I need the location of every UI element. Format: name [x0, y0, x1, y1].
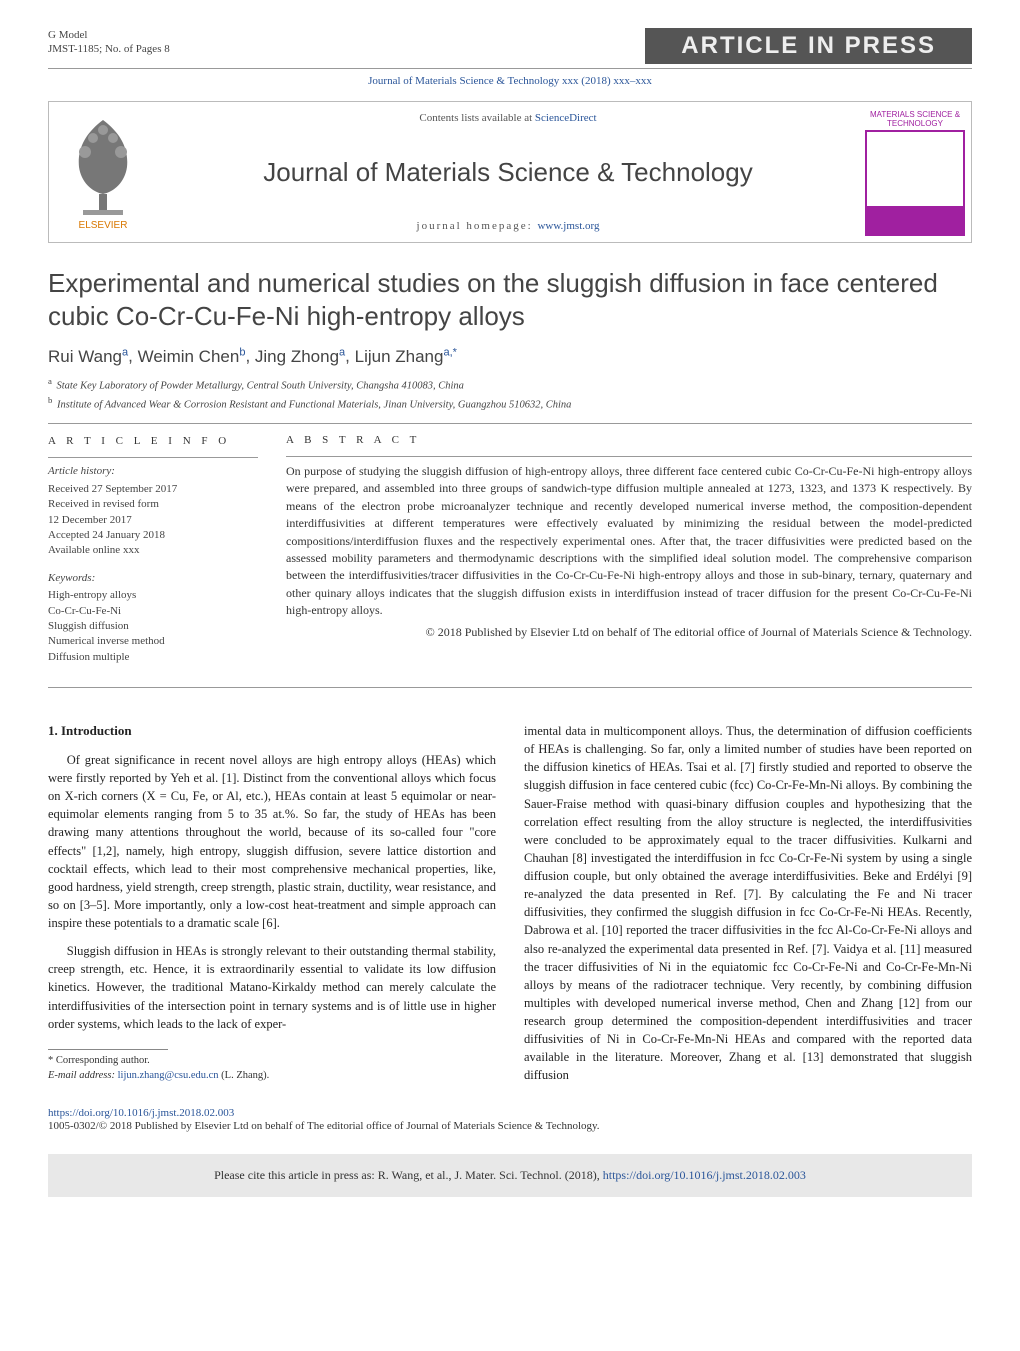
publisher-logo: ELSEVIER [49, 102, 157, 242]
abstract-text: On purpose of studying the sluggish diff… [286, 463, 972, 620]
divider [48, 687, 972, 688]
email-suffix: (L. Zhang). [219, 1070, 270, 1081]
email-link[interactable]: lijun.zhang@csu.edu.cn [118, 1070, 219, 1081]
authors: Rui Wanga, Weimin Chenb, Jing Zhonga, Li… [48, 346, 972, 367]
elsevier-tree-icon: ELSEVIER [57, 112, 149, 232]
jmst-id: JMST-1185; No. of Pages 8 [48, 42, 170, 56]
masthead: ELSEVIER Contents lists available at Sci… [48, 101, 972, 243]
author-3: Jing Zhonga [255, 347, 345, 366]
g-model-label: G Model [48, 28, 170, 42]
email-line: E-mail address: lijun.zhang@csu.edu.cn (… [48, 1069, 496, 1084]
email-label: E-mail address: [48, 1070, 118, 1081]
page-header: G Model JMST-1185; No. of Pages 8 ARTICL… [48, 28, 972, 69]
keyword: High-entropy alloys [48, 588, 258, 603]
keywords-label: Keywords: [48, 571, 258, 586]
keywords-block: Keywords: High-entropy alloys Co-Cr-Cu-F… [48, 571, 258, 665]
abstract: A B S T R A C T On purpose of studying t… [286, 434, 972, 677]
footer-copyright: 1005-0302/© 2018 Published by Elsevier L… [48, 1120, 972, 1132]
article-title: Experimental and numerical studies on th… [48, 267, 972, 332]
keyword: Numerical inverse method [48, 634, 258, 649]
keyword: Sluggish diffusion [48, 619, 258, 634]
homepage-link[interactable]: www.jmst.org [537, 220, 599, 232]
cite-link[interactable]: https://doi.org/10.1016/j.jmst.2018.02.0… [603, 1168, 806, 1182]
history-line: Received in revised form [48, 497, 258, 512]
divider [286, 456, 972, 457]
history-line: 12 December 2017 [48, 513, 258, 528]
keyword: Co-Cr-Cu-Fe-Ni [48, 604, 258, 619]
history-line: Available online xxx [48, 543, 258, 558]
cover-title: MATERIALS SCIENCE & TECHNOLOGY [865, 108, 965, 130]
body-paragraph: Of great significance in recent novel al… [48, 751, 496, 932]
history-line: Received 27 September 2017 [48, 482, 258, 497]
affiliations: a State Key Laboratory of Powder Metallu… [48, 375, 972, 413]
abstract-copyright: © 2018 Published by Elsevier Ltd on beha… [286, 624, 972, 641]
press-banner: ARTICLE IN PRESS [645, 28, 972, 64]
author-4: Lijun Zhanga,* [355, 347, 457, 366]
body-right-column: imental data in multicomponent alloys. T… [524, 722, 972, 1095]
contents-line: Contents lists available at ScienceDirec… [165, 112, 851, 124]
journal-reference: Journal of Materials Science & Technolog… [48, 75, 972, 87]
divider [48, 457, 258, 458]
affiliation-b: b Institute of Advanced Wear & Corrosion… [48, 394, 972, 413]
homepage-prefix: journal homepage: [417, 220, 538, 232]
body-paragraph: imental data in multicomponent alloys. T… [524, 722, 972, 1085]
body-paragraph: Sluggish diffusion in HEAs is strongly r… [48, 942, 496, 1033]
masthead-center: Contents lists available at ScienceDirec… [157, 102, 859, 242]
doi-link[interactable]: https://doi.org/10.1016/j.jmst.2018.02.0… [48, 1107, 972, 1119]
corresponding-author: * Corresponding author. [48, 1054, 496, 1069]
info-heading: A R T I C L E I N F O [48, 434, 258, 449]
cite-prefix: Please cite this article in press as: R.… [214, 1168, 603, 1182]
homepage-line: journal homepage: www.jmst.org [165, 220, 851, 232]
body-left-column: 1. Introduction Of great significance in… [48, 722, 496, 1095]
keyword: Diffusion multiple [48, 650, 258, 665]
divider [48, 423, 972, 424]
model-id: G Model JMST-1185; No. of Pages 8 [48, 28, 170, 57]
article-info: A R T I C L E I N F O Article history: R… [48, 434, 258, 677]
author-2: Weimin Chenb [138, 347, 246, 366]
author-1: Rui Wanga [48, 347, 128, 366]
sciencedirect-link[interactable]: ScienceDirect [535, 112, 597, 124]
cite-box: Please cite this article in press as: R.… [48, 1154, 972, 1197]
journal-title: Journal of Materials Science & Technolog… [165, 157, 851, 188]
affiliation-a: a State Key Laboratory of Powder Metallu… [48, 375, 972, 394]
info-abstract-row: A R T I C L E I N F O Article history: R… [48, 434, 972, 677]
journal-cover: MATERIALS SCIENCE & TECHNOLOGY [859, 102, 971, 242]
article-history: Article history: Received 27 September 2… [48, 464, 258, 558]
svg-text:ELSEVIER: ELSEVIER [79, 220, 128, 231]
history-line: Accepted 24 January 2018 [48, 528, 258, 543]
footnote: * Corresponding author. E-mail address: … [48, 1054, 496, 1083]
section-heading: 1. Introduction [48, 722, 496, 741]
history-label: Article history: [48, 464, 258, 479]
abstract-heading: A B S T R A C T [286, 434, 972, 446]
footnote-rule [48, 1049, 168, 1050]
contents-prefix: Contents lists available at [419, 112, 534, 124]
body-columns: 1. Introduction Of great significance in… [48, 722, 972, 1095]
